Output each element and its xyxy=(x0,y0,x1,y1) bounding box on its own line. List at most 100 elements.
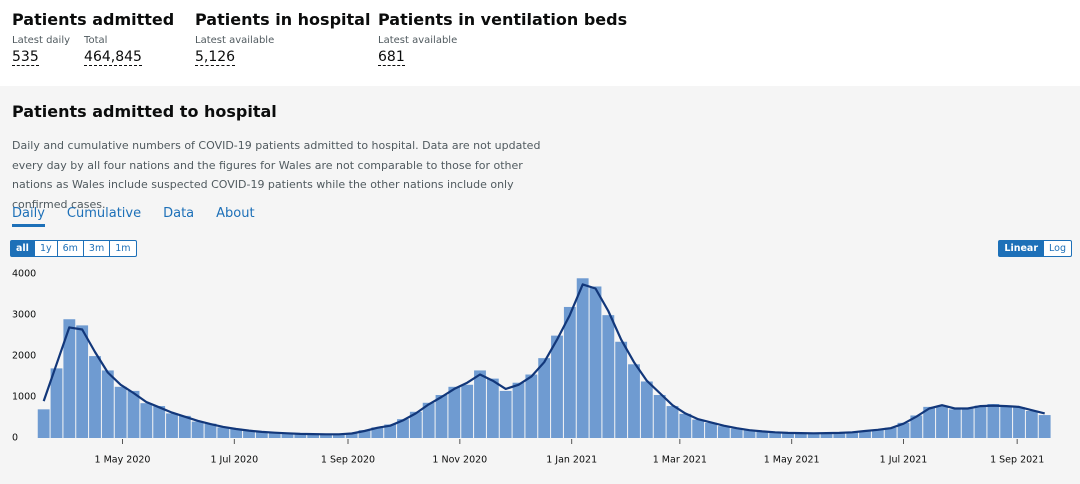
scale-button[interactable]: Linear xyxy=(998,240,1045,257)
bar xyxy=(871,429,884,438)
bar xyxy=(1038,415,1051,438)
tab[interactable]: Cumulative xyxy=(66,206,142,221)
bar xyxy=(230,428,243,438)
bar xyxy=(37,409,50,438)
y-tick-label: 3000 xyxy=(12,310,36,321)
metric: Latest daily 535 xyxy=(12,35,70,66)
bar xyxy=(576,278,589,438)
bar xyxy=(640,381,653,438)
bar xyxy=(448,386,461,438)
bar xyxy=(268,432,281,438)
x-tick-label: 1 Sep 2020 xyxy=(321,455,375,466)
bar xyxy=(948,409,961,438)
bar xyxy=(204,423,217,438)
range-button[interactable]: 6m xyxy=(57,240,84,257)
metric-value[interactable]: 464,845 xyxy=(84,49,142,66)
bar xyxy=(255,431,268,438)
x-tick-label: 1 Jan 2021 xyxy=(546,455,597,466)
bar xyxy=(50,368,63,438)
y-tick-label: 4000 xyxy=(12,269,36,280)
bar xyxy=(332,434,345,438)
bar xyxy=(961,407,974,438)
x-tick-label: 1 Nov 2020 xyxy=(432,455,487,466)
bar xyxy=(101,370,114,438)
bar xyxy=(127,390,140,438)
tab[interactable]: About xyxy=(216,206,255,221)
tab[interactable]: Daily xyxy=(12,206,45,227)
bar xyxy=(602,315,615,438)
metric-value[interactable]: 535 xyxy=(12,49,39,66)
bar xyxy=(409,411,422,438)
card: Patients in ventilation beds Latest avai… xyxy=(378,10,627,66)
bar xyxy=(756,431,769,438)
bar xyxy=(884,427,897,438)
bar xyxy=(936,405,948,438)
scale-button[interactable]: Log xyxy=(1044,240,1072,257)
bar xyxy=(140,403,153,438)
bar xyxy=(397,419,409,438)
range-button[interactable]: 1y xyxy=(34,240,58,257)
bar xyxy=(910,415,923,438)
x-tick-label: 1 May 2021 xyxy=(764,455,820,466)
metrics: Latest daily 535 Total 464,845 xyxy=(12,35,174,66)
bar xyxy=(666,406,679,438)
metric: Latest available 681 xyxy=(378,35,457,66)
bar xyxy=(820,432,833,438)
metrics: Latest available 5,126 xyxy=(195,35,370,66)
y-tick-label: 1000 xyxy=(12,392,36,403)
bar xyxy=(897,422,910,438)
metric-label: Latest available xyxy=(378,35,458,46)
bar xyxy=(730,428,743,438)
bar xyxy=(743,430,756,438)
bar xyxy=(589,286,602,438)
bar xyxy=(679,413,692,438)
bar xyxy=(717,426,730,438)
card-title: Patients admitted xyxy=(12,10,175,29)
bar xyxy=(833,433,846,438)
bar xyxy=(807,433,820,438)
tabs: Daily Cumulative Data About xyxy=(12,206,255,227)
bar xyxy=(499,390,512,438)
card-title: Patients in hospital xyxy=(195,10,371,29)
bar xyxy=(563,306,576,438)
bar xyxy=(551,335,563,438)
bar xyxy=(166,413,178,438)
x-tick-label: 1 Jul 2020 xyxy=(210,455,258,466)
x-tick-label: 1 Jul 2021 xyxy=(880,455,928,466)
bar xyxy=(692,419,705,438)
section-description: Daily and cumulative numbers of COVID-19… xyxy=(12,139,541,211)
y-tick-label: 2000 xyxy=(12,351,36,362)
bar xyxy=(371,427,384,438)
bar xyxy=(859,430,871,438)
metric: Latest available 5,126 xyxy=(195,35,274,66)
bar xyxy=(243,431,255,438)
chart: 0 1000 2000 3000 4000 1 May 2020 1 Jul 2020 1 S… xyxy=(12,269,1051,466)
bar xyxy=(987,404,1000,438)
bar xyxy=(461,384,474,438)
bar xyxy=(191,421,204,438)
bar xyxy=(1000,406,1013,438)
metric: Total 464,845 xyxy=(84,35,142,66)
range-button[interactable]: all xyxy=(10,240,35,257)
bar xyxy=(281,433,294,438)
bar xyxy=(782,433,794,438)
bar xyxy=(474,370,486,438)
bar xyxy=(525,374,538,438)
tab[interactable]: Data xyxy=(163,206,195,221)
x-tick-label: 1 Sep 2021 xyxy=(990,455,1044,466)
range-button[interactable]: 1m xyxy=(110,240,137,257)
bar xyxy=(846,432,859,438)
metric-label: Total xyxy=(84,35,108,46)
range-button[interactable]: 3m xyxy=(83,240,111,257)
bar xyxy=(63,319,76,438)
x-tick-label: 1 May 2020 xyxy=(95,455,151,466)
bar xyxy=(422,402,435,438)
metric-value[interactable]: 681 xyxy=(378,49,405,66)
bar xyxy=(769,432,782,438)
bar xyxy=(178,415,191,438)
bar xyxy=(217,427,230,438)
metric-value[interactable]: 5,126 xyxy=(195,49,236,66)
bar xyxy=(114,386,127,438)
bar xyxy=(705,422,717,438)
